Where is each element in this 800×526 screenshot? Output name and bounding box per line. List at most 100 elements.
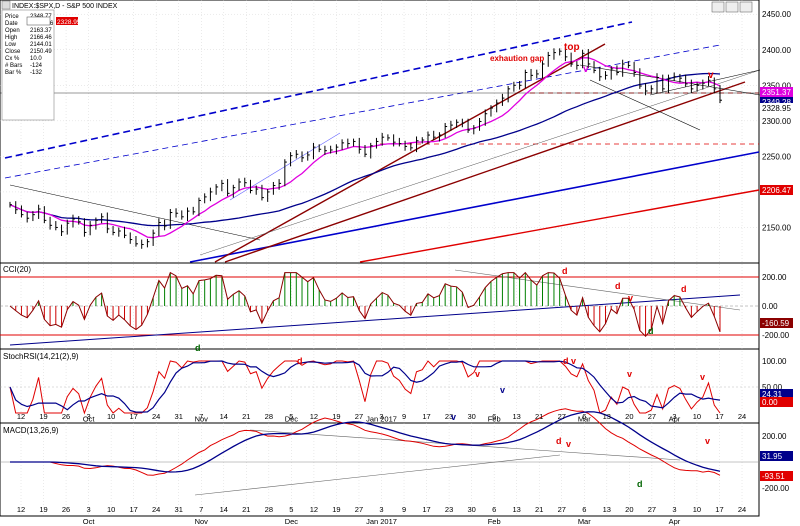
info-value: 2150.49 [30,49,52,55]
chart-title: INDEX:$SPX,D - S&P 500 INDEX [12,3,118,10]
price-labels: 2351.37 2349.28 2328.95 2206.47 [760,87,798,195]
x-tick-label: 10 [107,505,115,514]
x-tick-label: 14 [220,505,228,514]
x-tick-label: 19 [39,412,47,421]
x-tick-label: 7 [199,505,203,514]
info-label: Cx % [5,56,20,62]
macd-label-2: -93.51 [762,472,785,481]
thin-trendline [589,79,701,131]
cci-trendline [9,294,741,346]
cci-annotation: d [681,284,687,294]
x-tick-label: 9 [402,505,406,514]
info-value: 2163.37 [30,28,52,34]
brown-channel-upper [214,43,606,263]
x-tick-label: 9 [402,412,406,421]
stoch-annotation: v [500,385,505,395]
stoch-annotation: v [700,372,705,382]
y-tick-label: 2450.00 [762,10,791,19]
month-label: Feb [488,517,501,526]
x-tick-label: 13 [603,505,611,514]
stoch-rsi-line [9,360,721,415]
stoch-annotation: v [627,369,632,379]
x-tick-label: 19 [332,505,340,514]
month-label: Dec [285,415,299,424]
axis-labels: 1212191926263310101717242431317714142121… [17,10,792,526]
price-bars [9,47,722,249]
month-label: Nov [195,517,209,526]
x-tick-label: 13 [513,412,521,421]
macd-panel-frame [0,422,760,517]
y-tick-label: 2300.00 [762,117,791,126]
cci-annotation: d [195,343,201,353]
cci-tick-label: -200.00 [762,331,790,340]
y-tick-label: 2400.00 [762,46,791,55]
cci-annotation: d [562,266,568,276]
x-tick-label: 26 [62,505,70,514]
x-tick-label: 27 [558,505,566,514]
x-tick-label: 28 [265,505,273,514]
cci-annotation: d [648,326,654,336]
x-tick-label: 23 [445,505,453,514]
x-tick-label: 17 [715,505,723,514]
stoch-annotation: v [475,369,480,379]
month-label: Feb [488,415,501,424]
month-label: Jan 2017 [366,517,397,526]
x-tick-label: 3 [87,412,91,421]
maximize-button[interactable] [725,1,739,13]
x-tick-label: 21 [242,505,250,514]
macd-tick-label: 200.00 [762,432,787,441]
y-tick-label: 2350.00 [762,81,791,90]
macd-annotation: d [556,436,562,446]
macd-signal-line [10,411,721,473]
last-price-label: 2328.95 [762,104,791,113]
info-label: Close [5,49,21,55]
x-tick-label: 23 [445,412,453,421]
blue-support-line [189,151,760,263]
brown-channel-lower [224,81,746,263]
info-box: Price2348.77Date10/04/16Open2163.37High2… [1,9,55,121]
x-tick-label: 6 [582,505,586,514]
x-tick-label: 6 [582,412,586,421]
x-tick-label: 31 [175,412,183,421]
info-label: Date [5,21,18,27]
stoch-label-2: 0.00 [762,398,778,407]
info-label: Low [5,42,17,48]
window-buttons[interactable] [711,1,753,13]
x-tick-label: 12 [17,505,25,514]
close-button[interactable] [739,1,753,13]
macd-tick-label: -200.00 [762,484,790,493]
annotation-top: top [564,42,580,53]
x-tick-label: 10 [693,412,701,421]
info-label: Open [5,28,20,34]
x-tick-label: 27 [355,505,363,514]
cci-last-label: -160.59 [762,319,790,328]
x-tick-label: 3 [672,505,676,514]
stoch-tick-label: 100.00 [762,357,787,366]
stochrsi-title: StochRSI(14,21(2),9) [3,352,79,361]
x-tick-label: 17 [129,505,137,514]
ma2-label: 2349.28 [762,98,791,107]
x-tick-label: 19 [332,412,340,421]
info-label: # Bars [5,63,22,69]
price-panel-frame [0,0,760,264]
annotation-v: v [708,70,714,81]
x-tick-label: 7 [199,412,203,421]
x-tick-label: 6 [492,412,496,421]
x-tick-label: 21 [535,412,543,421]
x-tick-label: 27 [648,505,656,514]
info-label: Bar % [5,70,22,76]
x-tick-label: 27 [648,412,656,421]
x-tick-label: 27 [355,412,363,421]
x-tick-label: 31 [175,505,183,514]
x-tick-label: 6 [492,505,496,514]
x-tick-label: 17 [422,505,430,514]
stoch-signal-line [9,360,721,413]
macd-title: MACD(13,26,9) [3,426,59,435]
minimize-button[interactable] [711,1,725,13]
macd-annotation: v [566,439,571,449]
month-label: Apr [669,517,681,526]
info-label: Price [5,14,19,20]
info-value: 2166.46 [30,35,52,41]
x-tick-label: 3 [672,412,676,421]
